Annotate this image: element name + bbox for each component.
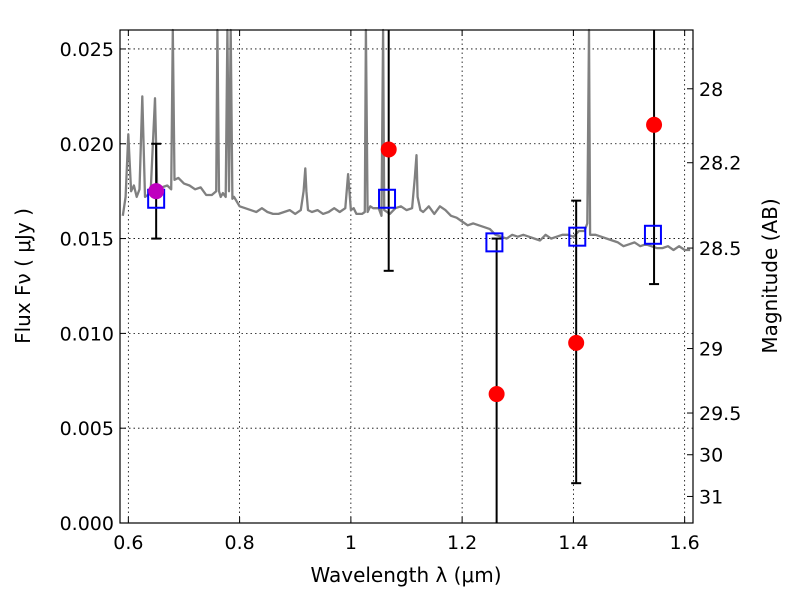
- model-square: [643, 224, 662, 245]
- spectrum-line: [121, 28, 691, 252]
- spectrum-layer: [121, 28, 691, 252]
- y-tick-label: 0.015: [60, 229, 114, 251]
- y-axis-label: Flux Fν ( μJy ): [11, 208, 35, 344]
- observed-point: [568, 334, 585, 351]
- observed-point: [380, 141, 397, 158]
- right-tick-label: 29: [699, 339, 723, 361]
- ticks: 0.6 0.8 1 1.2 1.4 1.6 0.000 0.005 0.010 0.015 0.02…: [60, 30, 741, 554]
- model-square: [568, 226, 587, 247]
- observed-point: [646, 116, 663, 133]
- y-tick-label: 0.020: [60, 134, 114, 156]
- x-tick-label: 1.6: [670, 532, 700, 554]
- grid: [120, 30, 693, 524]
- y-tick-label: 0.005: [60, 418, 114, 440]
- model-square: [485, 232, 504, 253]
- right-tick-label: 31: [699, 486, 723, 508]
- right-tick-label: 28.2: [699, 153, 741, 175]
- x-axis-label: Wavelength λ (μm): [310, 563, 501, 587]
- observed-point: [488, 386, 505, 403]
- y-tick-label: 0.025: [60, 39, 114, 61]
- x-tick-label: 1.2: [447, 532, 477, 554]
- right-axis-label: Magnitude (AB): [758, 198, 782, 353]
- right-tick-label: 29.5: [699, 403, 741, 425]
- x-tick-label: 0.8: [224, 532, 254, 554]
- right-tick-label: 30: [699, 445, 723, 467]
- y-tick-label: 0.010: [60, 323, 114, 345]
- points-layer: [147, 116, 663, 403]
- y-tick-label: 0.000: [60, 513, 114, 535]
- x-tick-label: 1: [345, 532, 357, 554]
- right-tick-label: 28.5: [699, 238, 741, 260]
- x-tick-label: 0.6: [113, 532, 143, 554]
- model-square: [378, 188, 397, 209]
- x-tick-label: 1.4: [558, 532, 588, 554]
- right-tick-label: 28: [699, 79, 723, 101]
- observed-point: [148, 183, 165, 200]
- plot-frame: [119, 29, 694, 524]
